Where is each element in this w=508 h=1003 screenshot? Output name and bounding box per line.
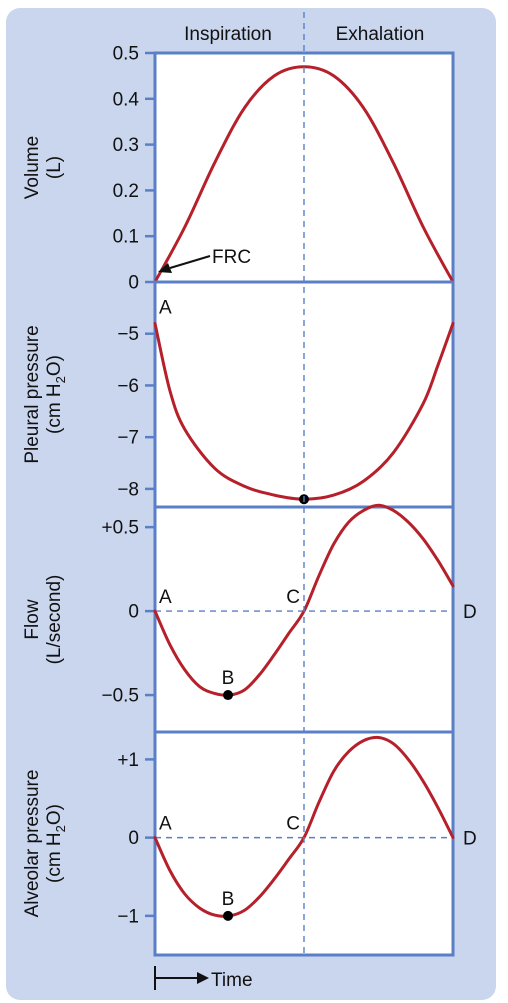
- pleural-y-tick-label: −8: [117, 479, 139, 500]
- volume-y-tick-label: 0.2: [113, 181, 139, 202]
- volume-y-tick-label: 0: [128, 273, 139, 294]
- alveolar-y-tick-label: 0: [128, 828, 139, 849]
- flow-annotation-b: B: [222, 668, 235, 689]
- time-axis-arrowhead: [197, 972, 209, 984]
- flow-y-tick-label: +0.5: [101, 518, 139, 539]
- flow-annotation-d: D: [463, 602, 477, 623]
- alveolar-y-tick-label: +1: [117, 750, 139, 771]
- time-axis-label: Time: [211, 970, 253, 991]
- pleural-axis-title: Pleural pressure(cm H2O): [22, 325, 68, 463]
- volume-annotation-arrow: [169, 255, 211, 269]
- pleural-y-tick-label: −7: [117, 428, 139, 449]
- flow-annotation-a: A: [159, 587, 172, 608]
- pleural-y-tick-label: −6: [117, 376, 139, 397]
- flow-axis-title: Flow(L/second): [22, 575, 65, 665]
- volume-y-tick-label: 0.5: [113, 44, 139, 65]
- pleural-plot-area: [153, 280, 455, 509]
- alveolar-annotation-b: B: [222, 889, 235, 910]
- pleural-y-tick-label: −5: [117, 324, 139, 345]
- volume-y-tick-label: 0.1: [113, 227, 139, 248]
- alveolar-annotation-c: C: [286, 814, 300, 835]
- time-axis: Time: [154, 966, 253, 991]
- panel-pleural: −5 −6 −7 −8 Pleural pressure(cm H2O) A: [22, 280, 455, 509]
- flow-y-tick-label: −0.5: [101, 686, 139, 707]
- alveolar-y-tick-label: −1: [117, 906, 139, 927]
- volume-y-tick-label: 0.3: [113, 135, 139, 156]
- alveolar-annotation-d: D: [463, 829, 477, 850]
- volume-annotation-frc: FRC: [212, 247, 251, 268]
- header-exhalation: Exhalation: [336, 24, 425, 45]
- flow-y-tick-label: 0: [128, 602, 139, 623]
- alveolar-axis-title: Alveolar pressure(cm H2O): [22, 770, 68, 918]
- volume-y-tick-label: 0.4: [113, 89, 140, 110]
- volume-axis-title: Volume(L): [22, 136, 65, 199]
- flow-annotation-c: C: [286, 587, 300, 608]
- pleural-annotation-a: A: [159, 297, 172, 318]
- volume-series-line: [153, 65, 455, 284]
- volume-annotation-arrowhead: [158, 263, 172, 273]
- alveolar-data-point: [223, 910, 234, 921]
- header-inspiration: Inspiration: [184, 24, 272, 45]
- flow-data-point: [223, 690, 234, 701]
- alveolar-annotation-a: A: [159, 814, 172, 835]
